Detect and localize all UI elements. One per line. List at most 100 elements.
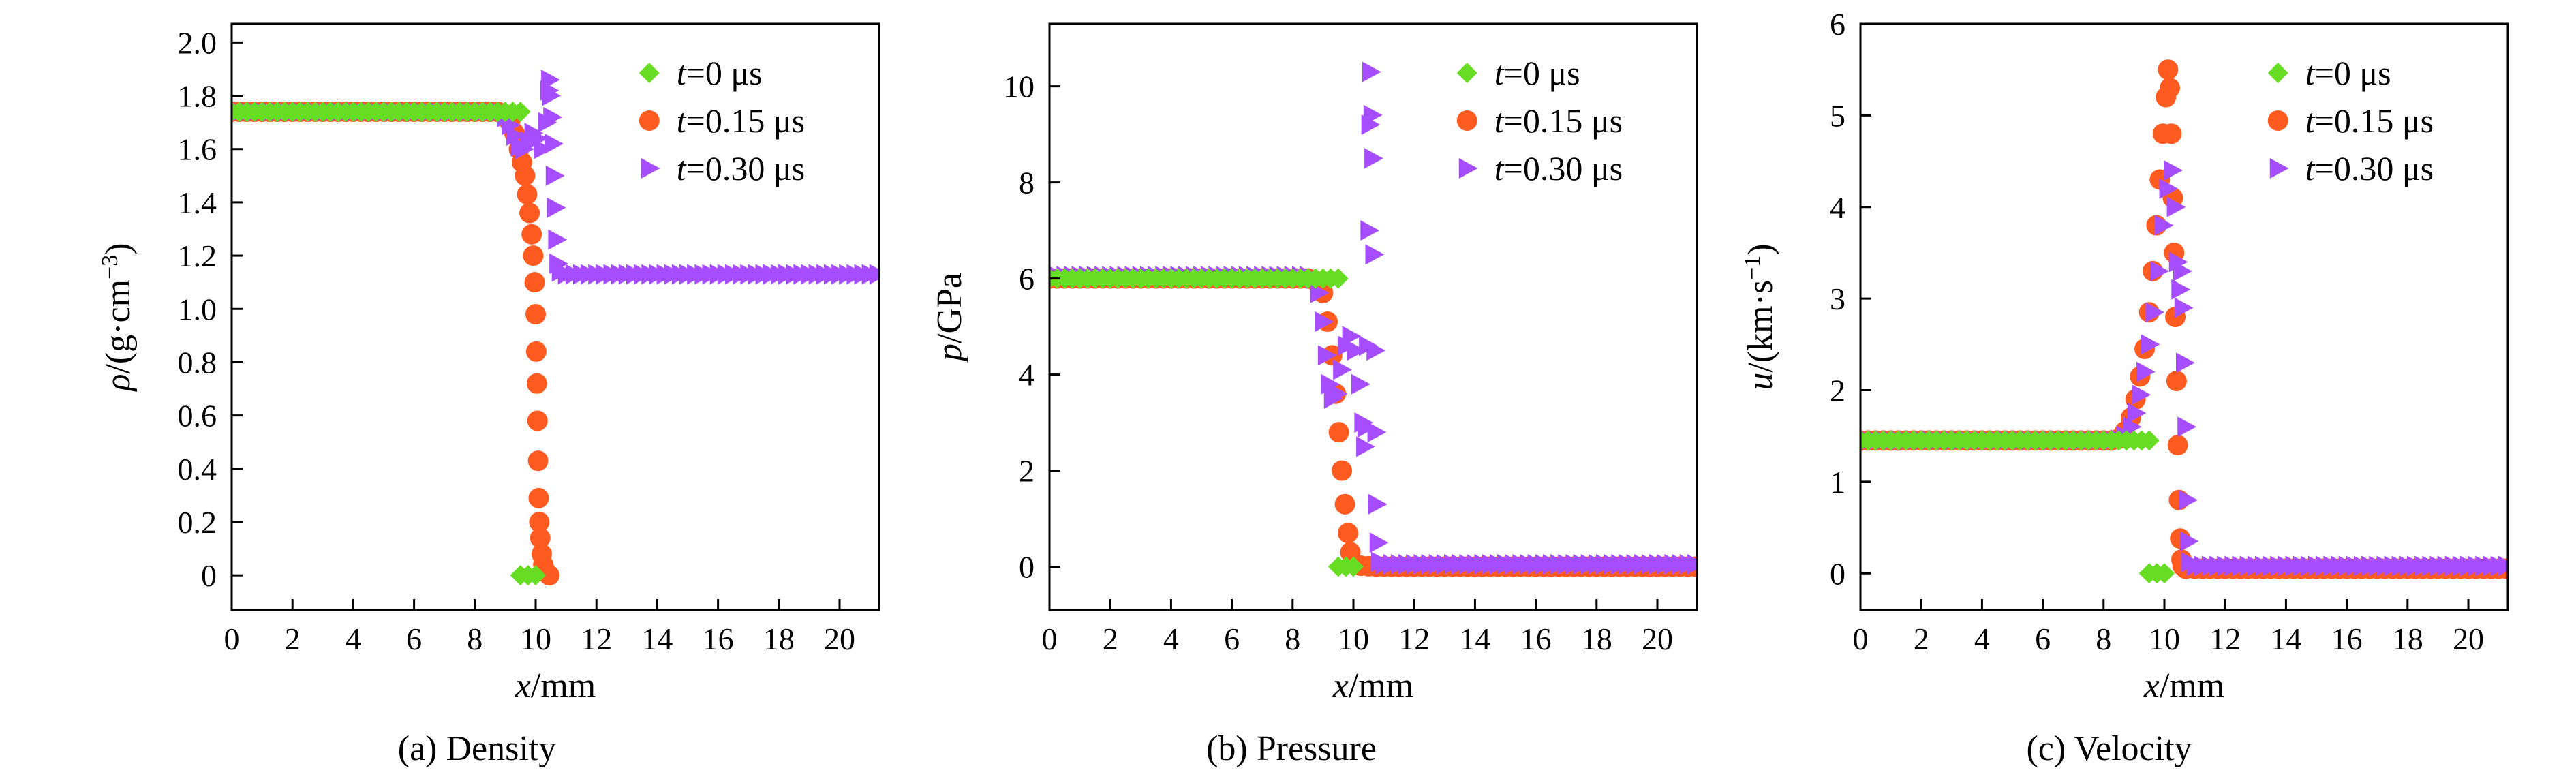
data-point: [1328, 268, 1349, 289]
data-point: [528, 487, 549, 508]
y-tick-label: 0.8: [178, 345, 217, 380]
data-point: [525, 304, 547, 325]
y-tick-label: 1.2: [178, 239, 217, 273]
legend-item-t0: t=0 μs: [2267, 54, 2391, 92]
legend-item-t015: t=0.15 μs: [639, 102, 805, 140]
legend-label: t=0.30 μs: [1494, 149, 1623, 187]
data-point: [1357, 417, 1377, 438]
data-point: [2127, 403, 2147, 424]
y-tick-label: 1.4: [178, 185, 217, 220]
data-point: [525, 341, 547, 362]
data-point: [2132, 384, 2151, 405]
y-tick-label: 2: [1830, 373, 1845, 408]
x-tick-label: 14: [2270, 622, 2301, 656]
y-tick-label: 2.0: [178, 25, 217, 60]
x-axis-label: x/mm: [515, 667, 596, 705]
data-point: [510, 102, 531, 122]
legend-label: t=0.30 μs: [677, 149, 805, 187]
panel-caption: (b) Pressure: [1206, 729, 1377, 768]
data-point: [1328, 422, 1349, 443]
data-point: [2174, 297, 2194, 318]
x-tick-label: 4: [1163, 622, 1179, 656]
data-point: [543, 106, 562, 127]
x-tick-label: 6: [1224, 622, 1240, 656]
x-tick-label: 2: [1914, 622, 1929, 656]
x-tick-label: 16: [2331, 622, 2363, 656]
y-tick-label: 3: [1830, 281, 1845, 316]
x-tick-label: 10: [520, 622, 551, 656]
legend-label: t=0 μs: [2305, 54, 2391, 92]
x-tick-label: 20: [2453, 622, 2484, 656]
data-point: [2160, 78, 2181, 99]
y-tick-label: 0: [1830, 556, 1845, 591]
series-t0: [1860, 430, 2175, 584]
x-tick-label: 0: [224, 622, 240, 656]
data-point: [1367, 422, 1387, 443]
data-point: [1332, 460, 1353, 481]
data-point: [523, 245, 544, 266]
data-point: [1328, 383, 1348, 404]
data-point: [2179, 489, 2198, 510]
x-tick-label: 6: [2035, 622, 2051, 656]
y-tick-label: 0.2: [178, 505, 217, 540]
data-point: [1334, 493, 1355, 515]
x-tick-label: 8: [2096, 622, 2111, 656]
data-point: [2498, 555, 2508, 577]
x-axis-label: x/mm: [1332, 667, 1413, 705]
y-tick-label: 0.4: [178, 452, 217, 487]
x-tick-label: 0: [1853, 622, 1869, 656]
data-point: [2150, 260, 2169, 281]
data-point: [521, 224, 542, 245]
legend-marker-icon: [641, 158, 660, 179]
x-tick-label: 10: [2149, 622, 2180, 656]
y-tick-label: 1.8: [178, 79, 217, 114]
data-point: [542, 85, 562, 106]
x-tick-label: 4: [1974, 622, 1990, 656]
x-tick-label: 2: [1103, 622, 1118, 656]
data-point: [519, 202, 540, 224]
data-point: [541, 70, 560, 91]
legend-item-t0: t=0 μs: [1456, 54, 1580, 92]
x-tick-label: 0: [1042, 622, 1058, 656]
x-tick-label: 12: [2209, 622, 2241, 656]
y-tick-label: 6: [1830, 7, 1845, 42]
data-point: [1687, 554, 1697, 575]
legend-item-t0: t=0 μs: [639, 54, 763, 92]
legend-item-t015: t=0.15 μs: [2267, 102, 2434, 140]
legend-label: t=0.15 μs: [2305, 102, 2434, 140]
data-point: [1360, 220, 1380, 241]
data-point: [2136, 361, 2156, 382]
data-point: [1333, 359, 1352, 380]
data-point: [545, 165, 565, 186]
legend-marker-icon: [1458, 158, 1478, 179]
data-point: [1365, 244, 1385, 265]
data-point: [1369, 532, 1389, 553]
data-point: [530, 527, 551, 549]
series-t030: [1860, 160, 2508, 577]
data-point: [1363, 104, 1383, 125]
data-point: [1356, 436, 1375, 457]
x-tick-label: 12: [1398, 622, 1430, 656]
data-point: [529, 512, 550, 532]
data-point: [527, 410, 548, 431]
data-point: [2154, 563, 2175, 584]
x-tick-label: 4: [346, 622, 361, 656]
data-point: [2138, 430, 2160, 451]
chart-panel-3: 0 2 4 6 8 10 12 14 16 18 200123456x/mmu/(km·s−1)t=…: [1740, 7, 2509, 768]
data-point: [2161, 123, 2182, 144]
y-tick-label: 0: [1019, 550, 1034, 585]
data-point: [1364, 148, 1383, 169]
axes-frame: [1859, 22, 2509, 611]
data-point: [869, 264, 879, 285]
y-axis-label: ρ/(g·cm−3): [97, 243, 138, 392]
data-point: [2145, 302, 2165, 323]
data-point: [2176, 352, 2195, 373]
x-tick-label: 18: [1581, 622, 1612, 656]
y-tick-label: 5: [1830, 98, 1845, 133]
series-t0: [1049, 268, 1364, 577]
x-tick-label: 16: [703, 622, 734, 656]
data-point: [2166, 196, 2186, 217]
data-point: [533, 138, 553, 159]
x-tick-label: 2: [285, 622, 301, 656]
